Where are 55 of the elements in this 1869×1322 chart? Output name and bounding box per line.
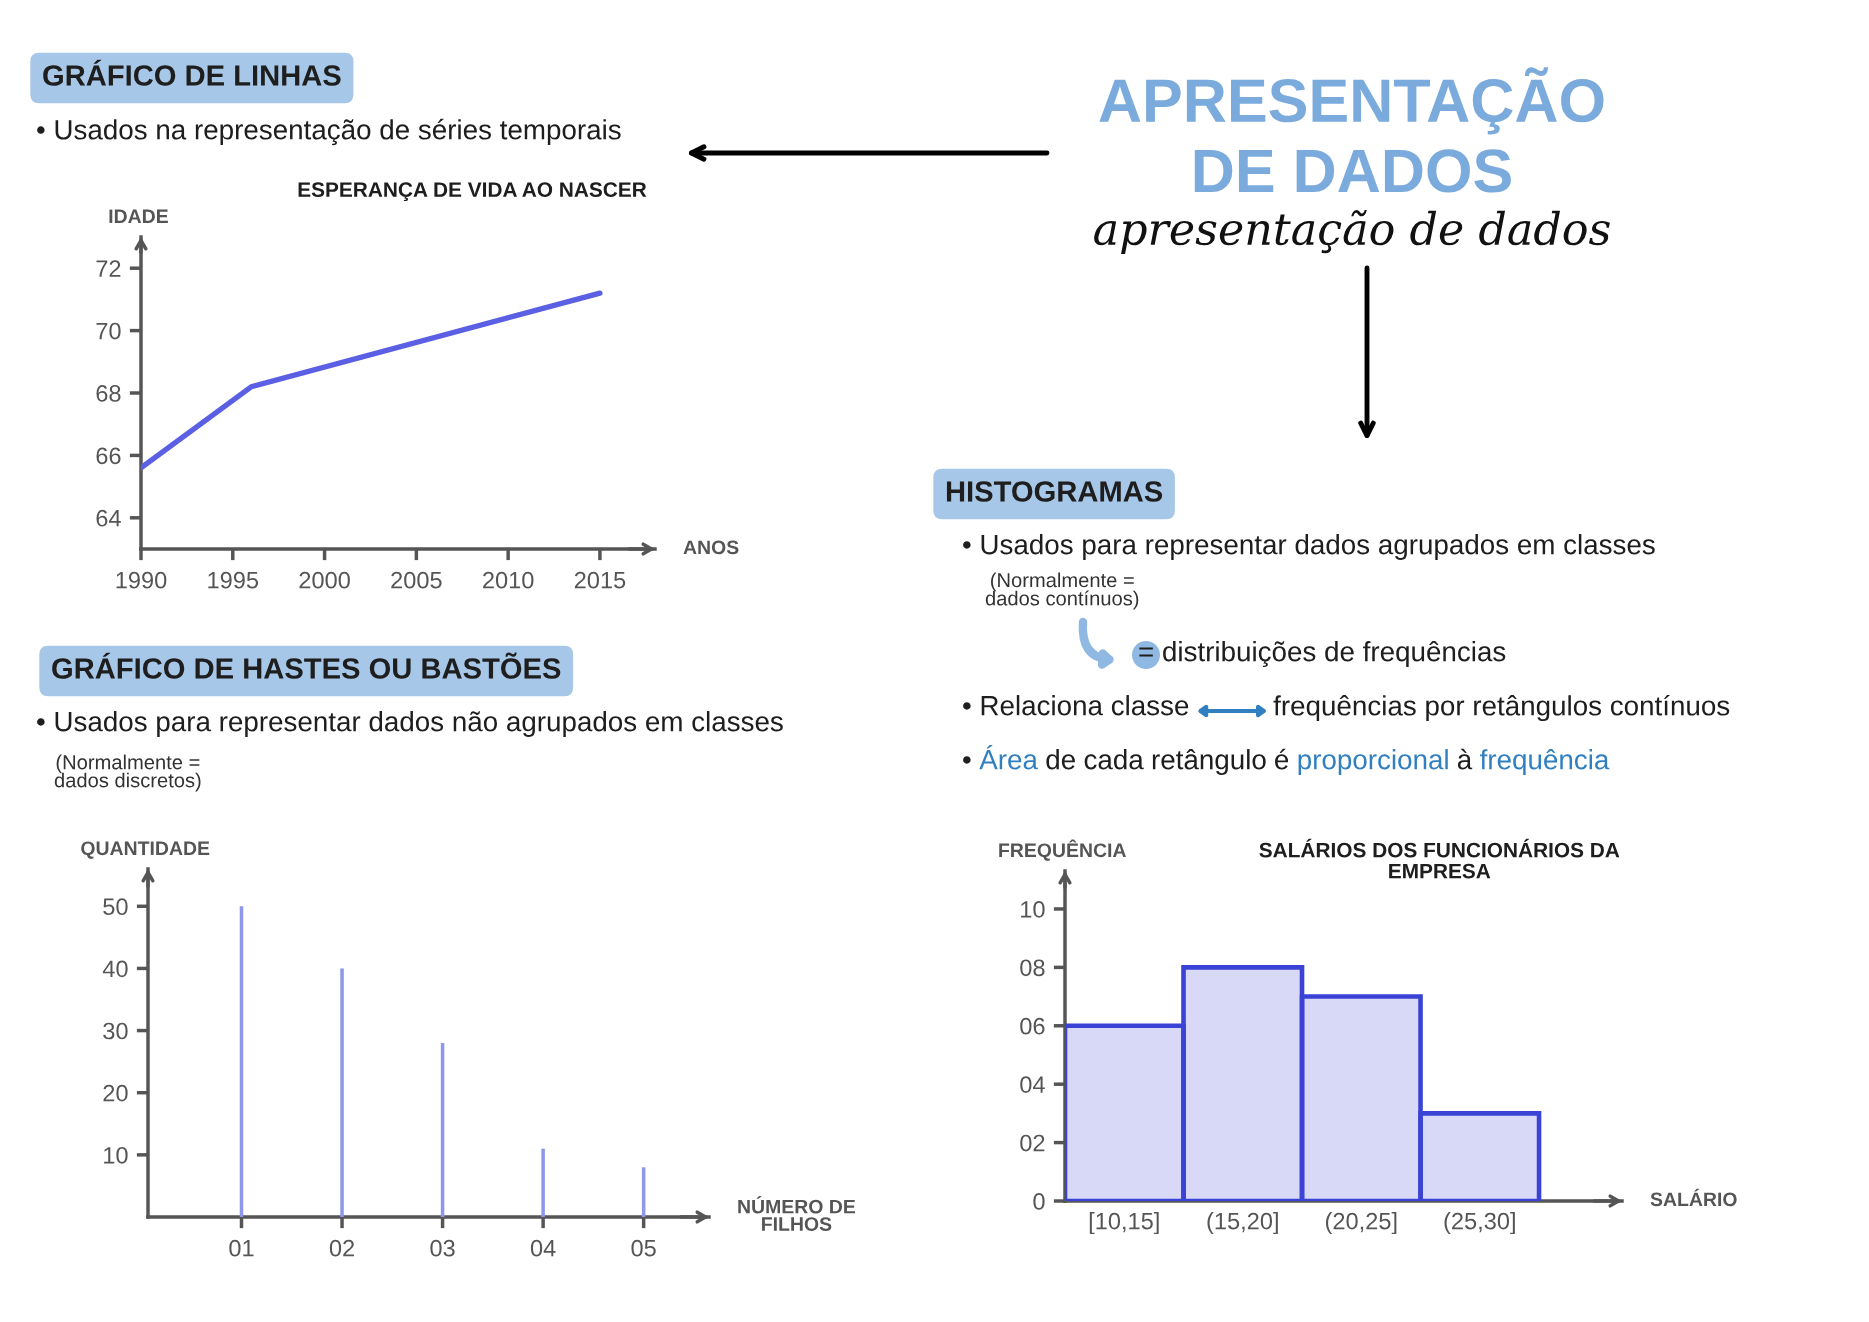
- y-tick-label: 08: [1020, 959, 1045, 977]
- x-tick-label: (20,25]: [1325, 1212, 1397, 1235]
- x-tick-label: 01: [229, 1239, 254, 1257]
- text: frequências por retângulos contínuos: [1273, 694, 1730, 722]
- y-tick-label: 68: [96, 385, 121, 402]
- x-tick-label: 05: [631, 1239, 656, 1257]
- text: apresentação de dados: [1094, 210, 1610, 254]
- text: APRESENTAÇÃO DE DADOS: [1099, 67, 1604, 193]
- x-tick-label: 2015: [574, 571, 626, 589]
- x-axis-title: ANOS: [683, 540, 739, 555]
- x-tick-label: 2005: [391, 571, 442, 589]
- x-axis-title: SALÁRIO: [1650, 1188, 1737, 1207]
- text: • Relaciona classe: [963, 695, 1189, 716]
- y-tick-label: 30: [103, 1022, 128, 1040]
- text: = distribuições de frequências: [1139, 640, 1506, 668]
- text: HISTOGRAMAS: [946, 481, 1163, 502]
- bar: [541, 1148, 545, 1217]
- y-axis-title: QUANTIDADE: [81, 841, 210, 859]
- y-tick-label: 40: [102, 960, 128, 978]
- text: • Usados para representar dados não agrupados em classes: [37, 711, 783, 737]
- y-tick-label: 20: [103, 1084, 128, 1102]
- y-tick-label: 50: [103, 898, 128, 916]
- text: (Normalmente = dados discretos): [54, 754, 201, 792]
- y-tick-label: 66: [96, 447, 121, 465]
- bar: [340, 968, 344, 1217]
- text: • Usados na representação de séries temporais: [37, 118, 621, 146]
- chart-title: SALÁRIOS DOS FUNCIONÁRIOS DA EMPRESA: [1259, 838, 1620, 879]
- x-tick-label: [10,15]: [1089, 1212, 1159, 1235]
- y-axis-title: IDADE: [109, 209, 168, 223]
- y-tick-label: 10: [104, 1146, 128, 1164]
- y-tick-label: 10: [1021, 901, 1045, 918]
- text: (Normalmente = dados contínuos): [985, 572, 1139, 610]
- text: • Usados para representar dados agrupados em classes: [963, 534, 1655, 560]
- x-tick-label: 03: [430, 1239, 455, 1257]
- y-tick-label: 72: [96, 260, 121, 277]
- text: GRÁFICO DE LINHAS: [43, 59, 341, 86]
- y-tick-label: 70: [96, 322, 121, 340]
- chart-title: ESPERANÇA DE VIDA AO NASCER: [298, 182, 647, 202]
- x-axis-title: NÚMERO DE FILHOS: [738, 1196, 856, 1231]
- y-tick-label: 04: [1020, 1076, 1045, 1093]
- x-tick-label: (15,20]: [1207, 1212, 1278, 1235]
- x-tick-label: (25,30]: [1444, 1212, 1515, 1235]
- x-tick-label: 02: [329, 1239, 354, 1257]
- y-axis-title: FREQUÊNCIA: [999, 839, 1126, 861]
- x-tick-label: 04: [530, 1239, 556, 1257]
- text: • Área de cada retângulo é proporcional à frequência: [963, 745, 1610, 775]
- text: GRÁFICO DE HASTES OU BASTÕES: [52, 652, 561, 679]
- y-tick-label: 06: [1020, 1017, 1045, 1035]
- x-tick-label: 2000: [299, 571, 350, 589]
- y-tick-label: 64: [96, 509, 121, 527]
- x-tick-label: 2010: [483, 571, 534, 589]
- y-tick-label: 0: [1033, 1193, 1045, 1210]
- y-tick-label: 02: [1020, 1134, 1045, 1152]
- x-tick-label: 1990: [116, 571, 167, 589]
- x-tick-label: 1995: [208, 571, 259, 589]
